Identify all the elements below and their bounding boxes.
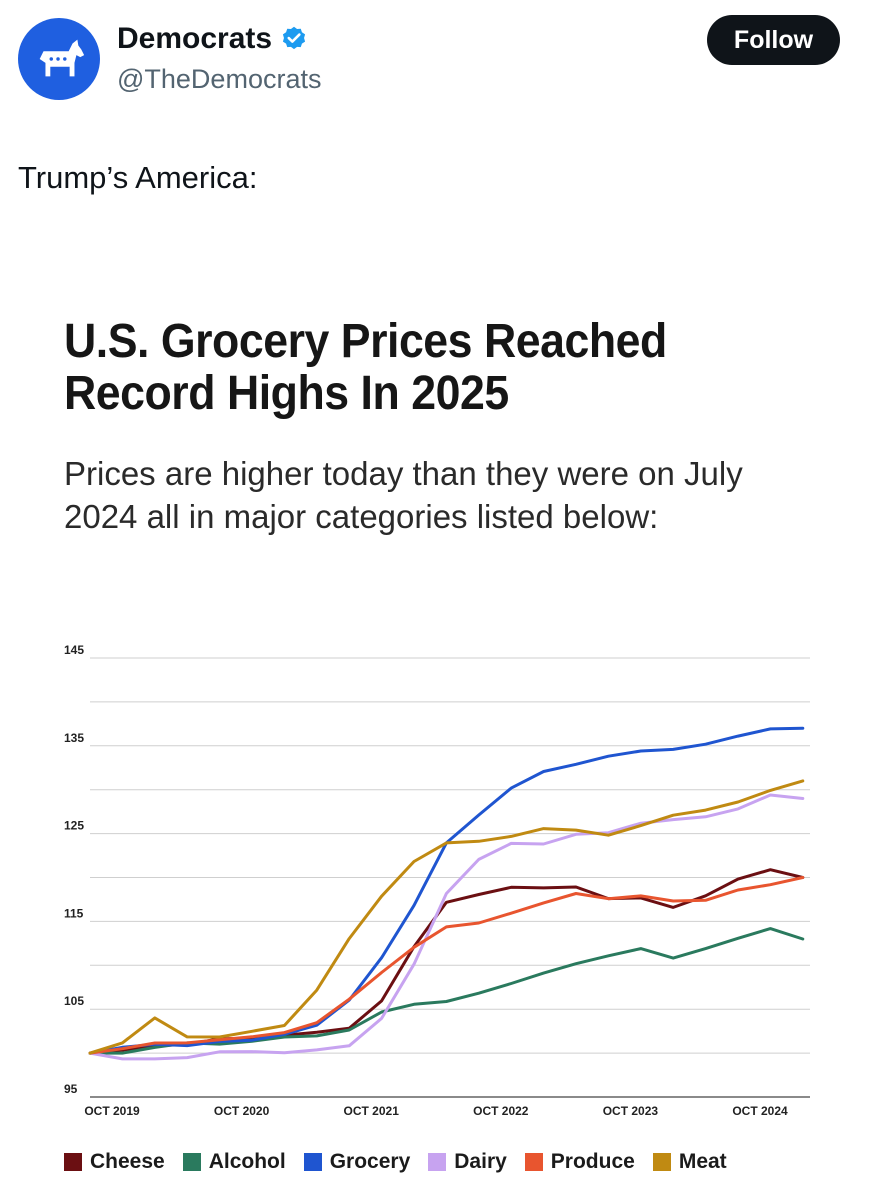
chart-legend: Cheese Alcohol Grocery Dairy Produce Meat	[64, 1150, 727, 1174]
legend-label: Meat	[678, 1150, 727, 1173]
legend-swatch	[303, 1153, 322, 1171]
follow-button[interactable]: Follow	[707, 15, 840, 65]
graphic-subhead: Prices are higher today than they were o…	[64, 455, 743, 535]
y-tick-label: 105	[64, 994, 84, 1008]
legend-swatch	[182, 1153, 201, 1171]
x-tick-label: OCT 2023	[603, 1104, 659, 1118]
legend-item-produce: Produce	[524, 1150, 635, 1174]
x-tick-label: OCT 2019	[84, 1104, 140, 1118]
legend-item-meat: Meat	[652, 1150, 727, 1174]
legend-label: Grocery	[329, 1150, 411, 1173]
series-line-alcohol	[88, 927, 805, 1055]
legend-label: Produce	[550, 1150, 635, 1173]
legend-item-cheese: Cheese	[64, 1150, 165, 1174]
author-handle[interactable]: @TheDemocrats	[117, 64, 322, 94]
legend-item-grocery: Grocery	[303, 1150, 411, 1174]
legend-swatch	[652, 1153, 671, 1171]
legend-item-alcohol: Alcohol	[182, 1150, 286, 1174]
series-line-produce	[88, 876, 805, 1055]
donkey-icon	[39, 39, 85, 77]
author-row: Democrats	[117, 22, 308, 56]
graphic-headline: U.S. Grocery Prices Reached Record Highs…	[64, 315, 667, 420]
verified-badge-icon	[280, 25, 308, 53]
x-tick-label: OCT 2021	[344, 1104, 400, 1118]
series-line-meat	[88, 779, 805, 1055]
y-tick-label: 95	[64, 1082, 78, 1096]
price-line-chart: 145 135 125 115 105 95 OCT 2019 OCT 2020 OCT 202…	[64, 643, 810, 1118]
series-line-cheese	[88, 868, 805, 1055]
display-name[interactable]: Democrats	[117, 22, 273, 55]
x-tick-label: OCT 2022	[473, 1104, 529, 1118]
legend-label: Alcohol	[208, 1150, 286, 1173]
y-tick-label: 145	[64, 643, 84, 657]
series-line-grocery	[88, 726, 805, 1055]
legend-swatch	[524, 1153, 543, 1171]
legend-label: Dairy	[454, 1150, 507, 1173]
x-tick-label: OCT 2020	[214, 1104, 270, 1118]
legend-label: Cheese	[90, 1150, 165, 1173]
tweet-text: Trump’s America:	[18, 160, 258, 195]
x-tick-label: OCT 2024	[732, 1104, 788, 1118]
legend-item-dairy: Dairy	[428, 1150, 507, 1174]
legend-swatch	[64, 1153, 82, 1171]
avatar[interactable]	[18, 18, 100, 100]
y-tick-label: 135	[64, 731, 84, 745]
y-tick-label: 125	[64, 819, 84, 833]
legend-swatch	[428, 1153, 447, 1171]
y-tick-label: 115	[64, 906, 84, 920]
series-line-dairy	[88, 793, 805, 1061]
